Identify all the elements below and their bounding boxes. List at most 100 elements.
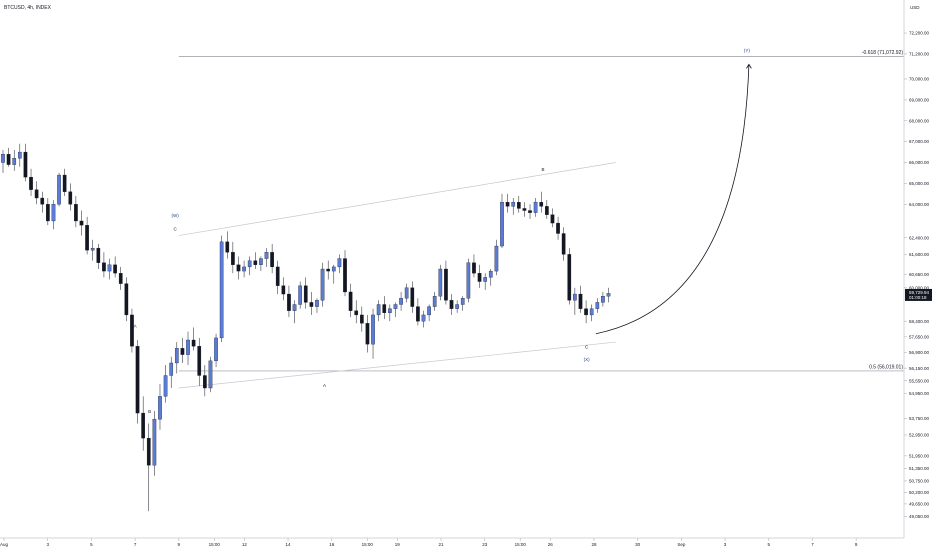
price-tick-label: 65,000.00: [909, 181, 930, 186]
candle-body: [180, 348, 185, 355]
candle-body: [494, 245, 499, 272]
time-tick-label: Aug: [0, 542, 8, 547]
price-tick-label: 71,200.00: [909, 52, 930, 57]
candle-body: [253, 260, 258, 265]
candle-body: [102, 262, 106, 272]
candle-body: [516, 202, 521, 209]
candle-body: [399, 298, 403, 305]
price-tick-label: 50,750.00: [909, 479, 930, 484]
candle-body: [152, 419, 157, 466]
candle-body: [376, 304, 381, 316]
time-tick-label: 30: [635, 542, 641, 547]
candle-body: [29, 176, 33, 190]
price-tick-label: 60,650.00: [909, 272, 930, 277]
price-tick-label: 56,150.00: [909, 366, 930, 371]
candle-body: [589, 308, 594, 316]
time-tick-label: 16: [329, 542, 335, 547]
time-tick-label: 5: [90, 542, 93, 547]
candle-body: [595, 302, 600, 309]
candle-body: [298, 285, 302, 305]
candle-body: [287, 293, 291, 311]
candle-body: [545, 206, 549, 215]
candle-body: [275, 266, 280, 286]
wave-labels: (W) C A B A B C (X) (Y): [134, 48, 751, 414]
candle-body: [438, 268, 443, 297]
candle-body: [505, 202, 510, 207]
last-price-marker: [905, 288, 932, 301]
time-tick-label: 15:00: [362, 542, 374, 547]
price-tick-label: 53,750.00: [909, 416, 930, 421]
candle-body: [292, 304, 297, 311]
candle-body: [539, 202, 544, 207]
candle-body: [270, 252, 274, 268]
candle-body: [573, 293, 577, 301]
candle-body: [231, 252, 235, 265]
candle-body: [315, 300, 319, 307]
candle-body: [107, 264, 112, 272]
price-tick-label: 70,000.00: [909, 77, 930, 82]
candle-body: [124, 283, 129, 316]
candle-body: [74, 204, 78, 222]
channel-line: [178, 162, 616, 236]
time-tick-label: 15:00: [515, 542, 527, 547]
candle-body: [309, 302, 314, 307]
candle-body: [163, 375, 168, 397]
candle-body: [359, 314, 364, 324]
price-tick-label: 67,000.00: [909, 139, 930, 144]
candle-body: [186, 339, 190, 355]
candle-body: [17, 151, 22, 159]
fib-level-label: -0.618 (71,072.92): [862, 50, 903, 56]
time-tick-label: Sep: [677, 542, 686, 547]
candle-body: [169, 362, 174, 376]
candle-body: [533, 202, 538, 213]
price-tick-label: 55,550.00: [909, 378, 930, 383]
candle-body: [203, 375, 207, 389]
candle-body: [460, 298, 465, 305]
candle-body: [281, 285, 286, 295]
candle-body: [388, 308, 392, 313]
time-tick-label: 9: [178, 542, 181, 547]
price-tick-label: 58,400.00: [909, 319, 930, 324]
time-tick-label: 28: [591, 542, 597, 547]
candle-body: [500, 202, 504, 247]
symbol-label: BTCUSD, 4h, INDEX: [4, 5, 52, 11]
wave-label: A: [323, 383, 326, 388]
candle-body: [331, 266, 336, 272]
time-tick-label: 5: [767, 542, 770, 547]
candle-body: [382, 304, 387, 313]
projection-arrowhead: [746, 63, 752, 69]
candle-body: [225, 241, 230, 253]
last-price-value: 59,729.94: [909, 290, 930, 295]
last-price-countdown: 01:00:18: [909, 295, 927, 300]
time-axis[interactable]: Aug 3 5 7 9 15:00 12 14 16 15:00 19 21 23 15:00 26 28 30…: [0, 537, 904, 547]
time-tick-label: 23: [482, 542, 488, 547]
price-tick-label: 52,950.00: [909, 433, 930, 438]
candle-body: [6, 154, 11, 165]
candle-body: [208, 360, 213, 389]
candle-body: [365, 323, 370, 345]
price-tick-label: 72,200.00: [909, 31, 930, 36]
wave-label: (Y): [744, 48, 751, 53]
time-tick-label: 19: [395, 542, 401, 547]
candle-body: [421, 314, 426, 322]
price-tick-label: 61,600.00: [909, 252, 930, 257]
candle-body: [477, 273, 482, 282]
drawing-overlays: -0.618 (71,072.92) 0.5 (56,019.01): [178, 50, 904, 389]
candle-body: [522, 208, 527, 211]
candle-body: [561, 233, 566, 255]
candle-body: [85, 225, 89, 251]
candle-body: [606, 293, 611, 297]
wave-label: (X): [584, 357, 591, 362]
candle-body: [404, 287, 409, 299]
candle-body: [141, 412, 145, 439]
candle-body: [488, 270, 493, 278]
candle-body: [214, 337, 218, 362]
price-tick-label: 51,950.00: [909, 453, 930, 458]
time-tick-label: 7: [134, 542, 137, 547]
price-axis[interactable]: USD 72,200.00 71,200.00 70,000.00 69,000.00…: [903, 0, 932, 538]
candle-body: [444, 268, 448, 301]
time-tick-label: 3: [46, 542, 49, 547]
candle-body: [393, 304, 398, 309]
currency-label[interactable]: USD: [910, 5, 920, 10]
